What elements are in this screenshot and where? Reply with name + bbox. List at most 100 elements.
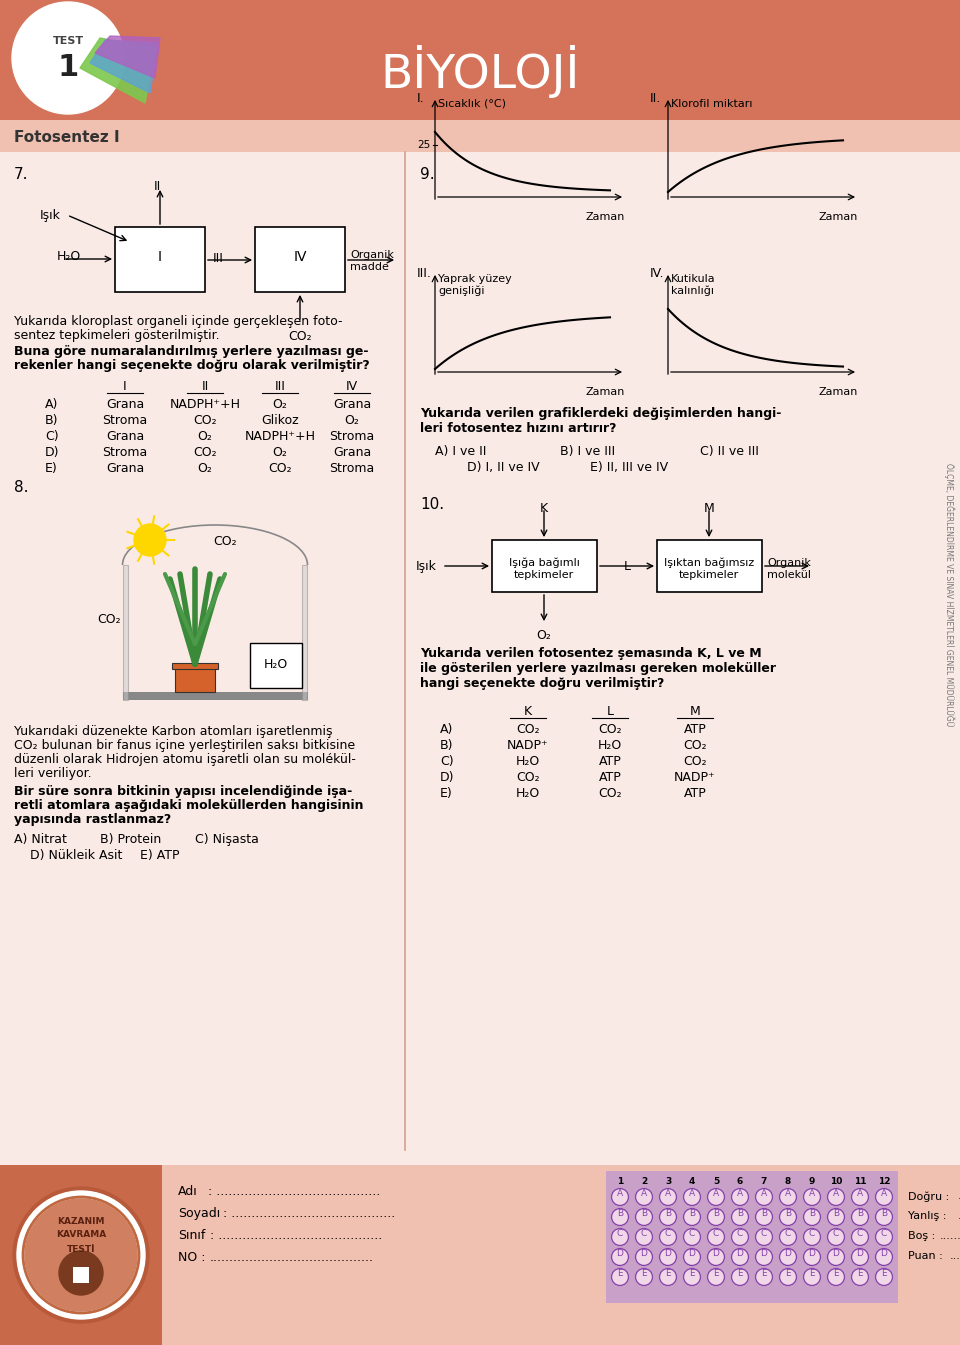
- Text: TESTİ: TESTİ: [67, 1245, 95, 1254]
- Circle shape: [780, 1189, 797, 1205]
- Circle shape: [134, 525, 166, 555]
- Text: D): D): [440, 771, 454, 784]
- Text: : .........................................: : ......................................…: [223, 1206, 396, 1220]
- Circle shape: [660, 1189, 677, 1205]
- Text: 12: 12: [877, 1177, 890, 1186]
- Text: C: C: [761, 1228, 767, 1237]
- Text: B: B: [857, 1209, 863, 1217]
- Bar: [172, 663, 218, 668]
- Text: A: A: [665, 1189, 671, 1197]
- Text: O₂: O₂: [345, 414, 359, 426]
- Text: Yaprak yüzey: Yaprak yüzey: [438, 274, 512, 284]
- Circle shape: [732, 1189, 749, 1205]
- Text: Yukarıda kloroplast organeli içinde gerçekleşen foto-: Yukarıda kloroplast organeli içinde gerç…: [14, 315, 343, 328]
- Circle shape: [876, 1268, 893, 1286]
- Text: III.: III.: [417, 268, 432, 280]
- Polygon shape: [95, 36, 160, 78]
- Text: KAVRAMA: KAVRAMA: [56, 1229, 107, 1239]
- Text: 9.: 9.: [420, 167, 435, 182]
- Text: 3: 3: [665, 1177, 671, 1186]
- Text: 1: 1: [617, 1177, 623, 1186]
- Text: E: E: [665, 1268, 671, 1278]
- Text: Glikoz: Glikoz: [261, 414, 299, 426]
- Text: D: D: [616, 1248, 623, 1258]
- Text: 25: 25: [418, 140, 431, 151]
- Text: I: I: [123, 381, 127, 393]
- Text: 4: 4: [689, 1177, 695, 1186]
- Text: B) Protein: B) Protein: [100, 833, 161, 846]
- Circle shape: [852, 1228, 869, 1245]
- Circle shape: [684, 1189, 701, 1205]
- Circle shape: [852, 1268, 869, 1286]
- Text: Grana: Grana: [106, 398, 144, 412]
- Text: ATP: ATP: [599, 755, 621, 768]
- Circle shape: [708, 1189, 725, 1205]
- Circle shape: [684, 1248, 701, 1266]
- Text: B: B: [785, 1209, 791, 1217]
- Text: Yukarıda verilen fotosentez şemasında K, L ve M: Yukarıda verilen fotosentez şemasında K,…: [420, 647, 761, 660]
- Text: C: C: [617, 1228, 623, 1237]
- Circle shape: [636, 1209, 653, 1225]
- Text: CO₂: CO₂: [213, 535, 237, 547]
- Text: B: B: [881, 1209, 887, 1217]
- Bar: [123, 691, 308, 699]
- Text: Yanlış :: Yanlış :: [908, 1210, 947, 1221]
- Text: A: A: [833, 1189, 839, 1197]
- Text: Stroma: Stroma: [103, 414, 148, 426]
- Text: I: I: [158, 250, 162, 264]
- Text: O₂: O₂: [537, 629, 551, 642]
- Text: E): E): [440, 787, 453, 800]
- Circle shape: [17, 1192, 145, 1319]
- Text: IV.: IV.: [650, 268, 664, 280]
- Text: 2: 2: [641, 1177, 647, 1186]
- Text: Boş :: Boş :: [908, 1231, 935, 1241]
- Circle shape: [804, 1189, 821, 1205]
- Text: E: E: [617, 1268, 623, 1278]
- Text: A) Nitrat: A) Nitrat: [14, 833, 67, 846]
- Text: E): E): [45, 461, 58, 475]
- Text: E) ATP: E) ATP: [140, 849, 180, 862]
- Text: 5: 5: [713, 1177, 719, 1186]
- Text: Doğru :: Doğru :: [908, 1192, 949, 1201]
- Text: A: A: [761, 1189, 767, 1197]
- Text: C: C: [833, 1228, 839, 1237]
- Text: ...........: ...........: [958, 1210, 960, 1221]
- Text: Zaman: Zaman: [819, 213, 858, 222]
- Text: O₂: O₂: [198, 461, 212, 475]
- Text: Grana: Grana: [106, 461, 144, 475]
- Text: ATP: ATP: [684, 724, 707, 736]
- Circle shape: [828, 1268, 845, 1286]
- Text: Işık: Işık: [416, 560, 437, 573]
- Circle shape: [876, 1189, 893, 1205]
- Circle shape: [876, 1209, 893, 1225]
- Text: B: B: [737, 1209, 743, 1217]
- Text: E: E: [809, 1268, 815, 1278]
- Text: B): B): [440, 738, 453, 752]
- Circle shape: [804, 1209, 821, 1225]
- Text: C: C: [881, 1228, 887, 1237]
- Text: I.: I.: [417, 91, 424, 105]
- Text: D: D: [808, 1248, 815, 1258]
- Text: D: D: [736, 1248, 743, 1258]
- Text: B: B: [809, 1209, 815, 1217]
- Text: Zaman: Zaman: [819, 387, 858, 397]
- Text: NADP⁺: NADP⁺: [507, 738, 549, 752]
- Text: CO₂: CO₂: [516, 771, 540, 784]
- Text: E: E: [761, 1268, 767, 1278]
- Text: NADPH⁺+H: NADPH⁺+H: [245, 430, 316, 443]
- Text: 6: 6: [737, 1177, 743, 1186]
- Text: C): C): [45, 430, 59, 443]
- Text: D) I, II ve IV: D) I, II ve IV: [467, 461, 540, 473]
- Circle shape: [708, 1228, 725, 1245]
- Circle shape: [660, 1209, 677, 1225]
- Bar: [0, 1165, 960, 1345]
- Text: Organik: Organik: [350, 250, 394, 260]
- Text: Sınıf: Sınıf: [178, 1229, 205, 1241]
- Text: düzenli olarak Hidrojen atomu işaretli olan su molékül-: düzenli olarak Hidrojen atomu işaretli o…: [14, 753, 356, 767]
- Text: D: D: [688, 1248, 695, 1258]
- Text: ATP: ATP: [599, 771, 621, 784]
- Circle shape: [13, 1188, 149, 1323]
- Circle shape: [59, 1251, 103, 1295]
- Text: 7: 7: [761, 1177, 767, 1186]
- Circle shape: [828, 1209, 845, 1225]
